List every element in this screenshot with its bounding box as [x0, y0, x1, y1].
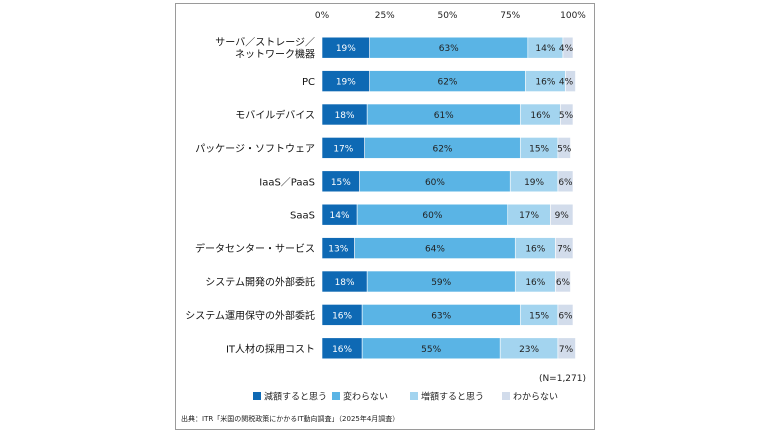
- category-label: サーバ／ストレージ／ネットワーク機器: [215, 37, 315, 61]
- data-label: 59%: [431, 278, 451, 288]
- data-label: 13%: [328, 245, 348, 255]
- legend-label: 変わらない: [343, 391, 388, 403]
- data-label: 14%: [330, 211, 350, 221]
- bar-segment: [560, 103, 574, 126]
- data-label: 64%: [425, 245, 445, 255]
- data-label: 23%: [519, 345, 539, 355]
- source-note: 出典：ITR「米国の関税政策にかかるIT動向調査」（2025年4月調査）: [181, 414, 399, 423]
- data-label: 7%: [559, 345, 574, 355]
- data-label: 19%: [336, 78, 356, 88]
- bar-segment: [562, 36, 574, 59]
- category-label: システム運用保守の外部委託: [185, 309, 315, 322]
- x-tick-label: 50%: [437, 11, 457, 21]
- x-tick-label: 100%: [560, 11, 586, 21]
- bar-segment: [550, 203, 574, 226]
- data-label: 18%: [335, 111, 355, 121]
- legend-label: 増額すると思う: [421, 391, 484, 403]
- data-label: 6%: [556, 278, 571, 288]
- data-label: 16%: [332, 345, 352, 355]
- category-label: モバイルデバイス: [235, 109, 315, 122]
- x-tick-label: 25%: [375, 11, 395, 21]
- data-label: 4%: [559, 44, 574, 54]
- data-label: 14%: [535, 44, 555, 54]
- sample-note: (N=1,271): [539, 374, 586, 384]
- bar-segment: [555, 237, 574, 259]
- x-tick-label: 0%: [315, 11, 330, 21]
- data-label: 16%: [332, 311, 352, 321]
- data-label: 63%: [439, 44, 459, 54]
- data-label: 7%: [557, 245, 572, 255]
- legend-swatch: [253, 392, 261, 400]
- data-label: 15%: [529, 144, 549, 154]
- data-label: 19%: [336, 44, 356, 54]
- bar-segment: [557, 170, 574, 193]
- legend-swatch: [332, 392, 340, 400]
- x-tick-label: 75%: [500, 11, 520, 21]
- category-label: SaaS: [290, 211, 315, 222]
- data-label: 62%: [437, 78, 457, 88]
- category-label: PC: [302, 77, 315, 88]
- data-label: 19%: [524, 178, 544, 188]
- bar-segment: [557, 337, 576, 360]
- legend-label: わからない: [513, 392, 558, 403]
- data-label: 15%: [529, 311, 549, 321]
- category-label: IaaS／PaaS: [259, 176, 315, 188]
- data-label: 17%: [519, 211, 539, 221]
- legend-label: 減額すると思う: [264, 391, 327, 403]
- data-label: 6%: [558, 178, 573, 188]
- category-label: パッケージ・ソフトウェア: [195, 143, 315, 155]
- bar-segment: [555, 270, 571, 293]
- data-label: 18%: [335, 278, 355, 288]
- data-label: 60%: [422, 211, 442, 221]
- legend-swatch: [502, 392, 510, 400]
- category-label: IT人材の採用コスト: [226, 342, 315, 355]
- data-label: 4%: [559, 78, 574, 88]
- data-label: 16%: [530, 111, 550, 121]
- data-label: 16%: [535, 78, 555, 88]
- bar-segment: [557, 304, 574, 326]
- legend-swatch: [410, 392, 418, 400]
- data-label: 61%: [434, 111, 454, 121]
- data-label: 55%: [421, 345, 441, 355]
- data-label: 63%: [431, 311, 451, 321]
- data-label: 5%: [557, 144, 572, 154]
- category-label: データセンター・サービス: [195, 242, 315, 255]
- data-label: 16%: [525, 245, 545, 255]
- data-label: 17%: [333, 144, 353, 154]
- data-label: 5%: [559, 111, 574, 121]
- data-label: 9%: [555, 211, 570, 221]
- data-label: 62%: [432, 144, 452, 154]
- category-label: システム開発の外部委託: [205, 276, 315, 289]
- data-label: 60%: [425, 178, 445, 188]
- data-label: 6%: [558, 311, 573, 321]
- bar-segment: [565, 70, 576, 92]
- data-label: 15%: [331, 178, 351, 188]
- bar-segment: [557, 137, 571, 159]
- data-label: 16%: [525, 278, 545, 288]
